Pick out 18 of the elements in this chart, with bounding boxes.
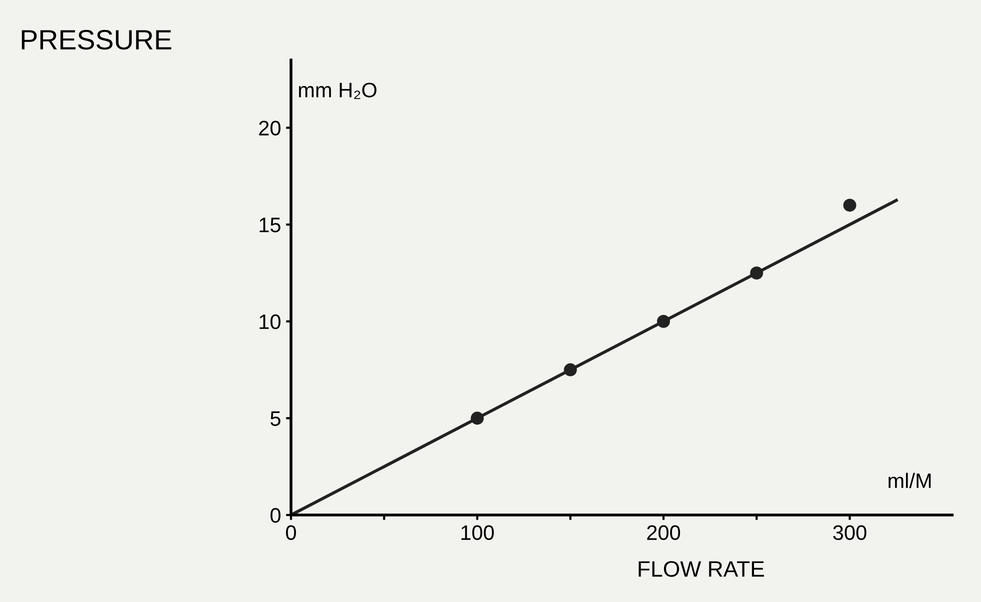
- y-tick-label: 5: [270, 411, 280, 426]
- annotation: ml/M: [888, 472, 931, 488]
- y-tick-label: 20: [259, 120, 280, 136]
- point: [470, 412, 484, 425]
- point: [843, 198, 856, 212]
- annotation: mm H₂O: [298, 82, 376, 100]
- x-axis-title: FLOW RATE: [638, 561, 764, 577]
- x-tick-label: 100: [461, 525, 494, 540]
- point: [750, 266, 764, 280]
- x-tick-label: 0: [286, 525, 296, 540]
- x-tick-label: 300: [833, 525, 866, 540]
- y-tick-label: 10: [260, 314, 280, 330]
- point: [657, 314, 670, 328]
- y-tick-label: 15: [260, 218, 280, 232]
- point: [564, 363, 577, 376]
- y-tick-label: 0: [270, 508, 280, 523]
- x-tick-label: 200: [647, 525, 680, 540]
- y-axis-title: PRESSURE: [22, 30, 172, 50]
